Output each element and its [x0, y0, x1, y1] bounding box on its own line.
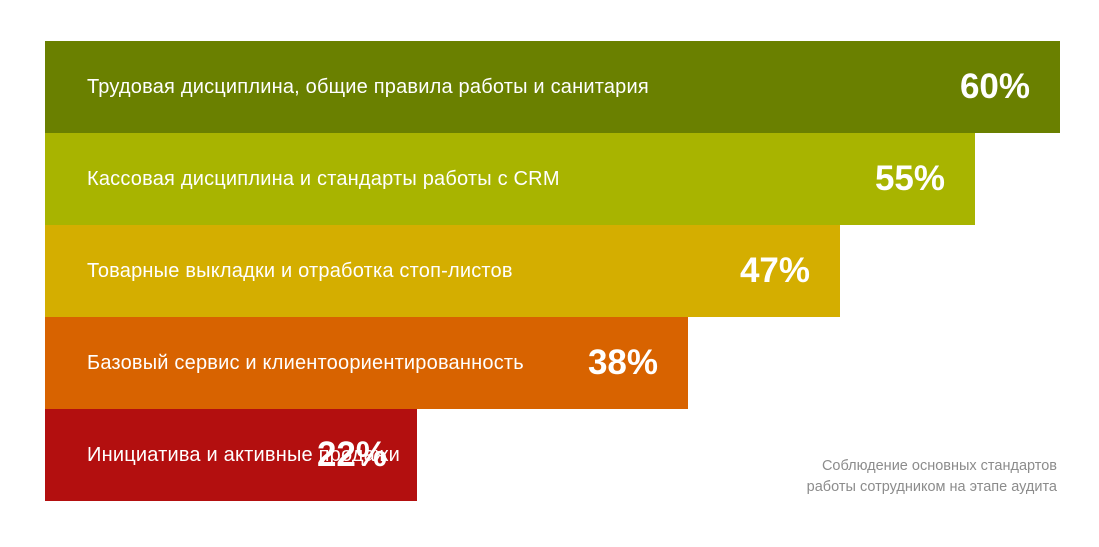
bar-4: Базовый сервис и клиентоориентированност… [45, 317, 688, 409]
chart-caption: Соблюдение основных стандартов работы со… [737, 456, 1057, 498]
bar-label-1: Трудовая дисциплина, общие правила работ… [87, 76, 649, 98]
bar-label-3: Товарные выкладки и отработка стоп-листо… [87, 260, 513, 282]
bar-label-2: Кассовая дисциплина и стандарты работы с… [87, 168, 560, 190]
bar-value-5: 22% [316, 435, 387, 474]
bar-label-5: Инициатива и активные продажи [87, 444, 400, 466]
bar-value-2: 55% [874, 159, 945, 198]
bar-value-4: 38% [587, 343, 658, 382]
bar-label-4: Базовый сервис и клиентоориентированност… [87, 352, 524, 374]
bar-value-3: 47% [739, 251, 810, 290]
bar-3: Товарные выкладки и отработка стоп-листо… [45, 225, 840, 317]
caption-line-1: Соблюдение основных стандартов [821, 458, 1057, 474]
caption-line-2: работы сотрудником на этапе аудита [806, 479, 1057, 495]
bar-5: Инициатива и активные продажи 22% [45, 409, 417, 501]
bar-2: Кассовая дисциплина и стандарты работы с… [45, 133, 975, 225]
bar-1: Трудовая дисциплина, общие правила работ… [45, 41, 1060, 133]
bar-value-1: 60% [959, 67, 1030, 106]
